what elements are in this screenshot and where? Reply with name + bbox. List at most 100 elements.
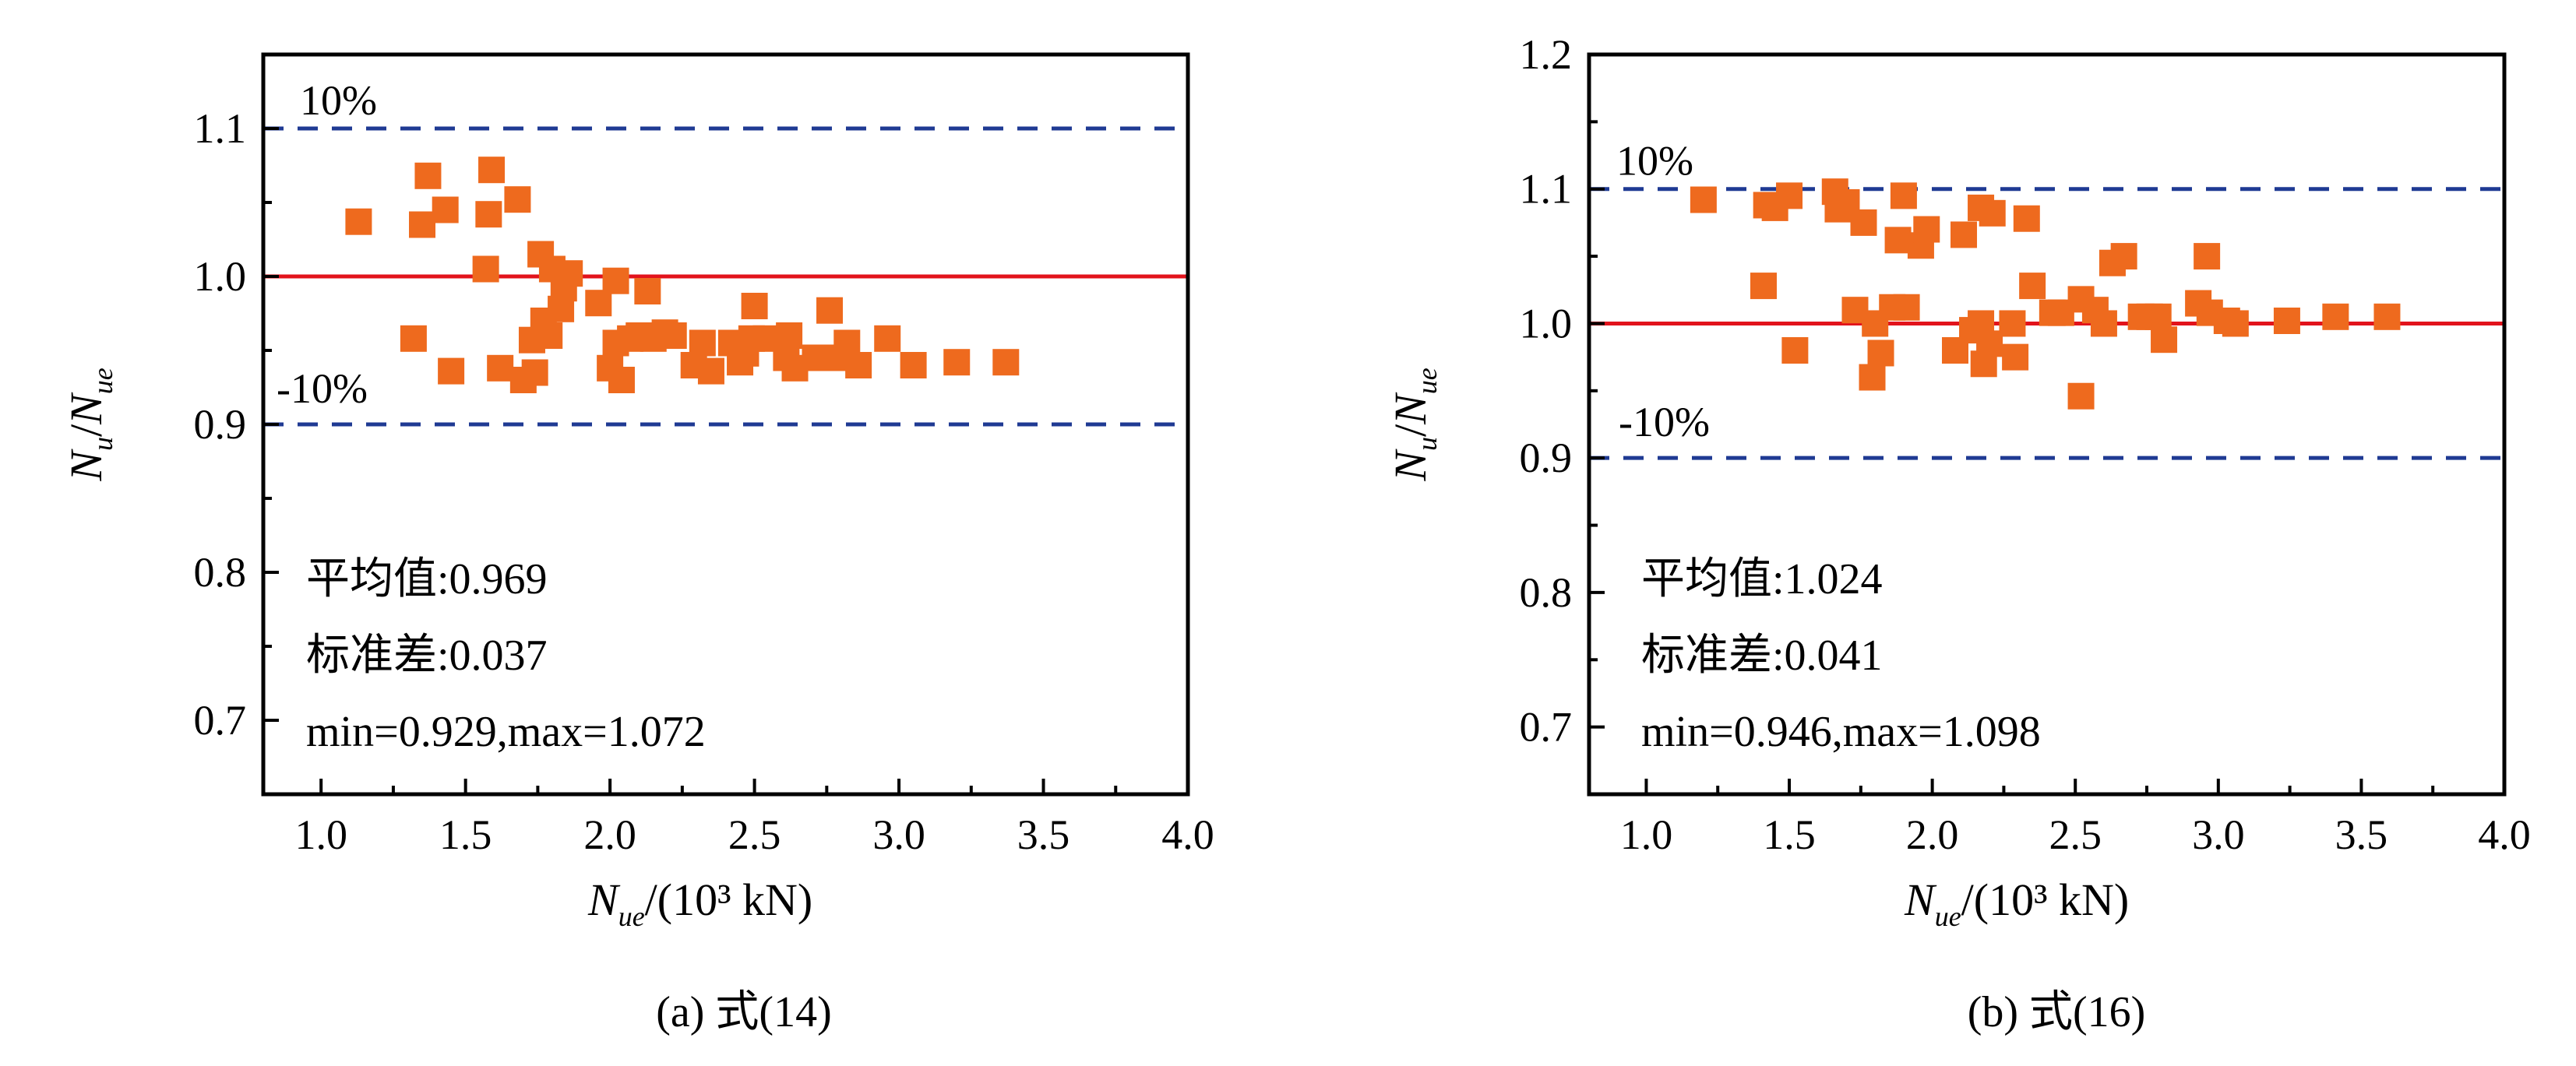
plot-marks [1589,178,2504,460]
stats-box: 平均值:1.024 标准差:0.041 min=0.946,max=1.098 [1641,555,2041,756]
data-point [1850,209,1877,236]
plot-marks [263,126,1188,427]
y-tick-label: 0.8 [1520,569,1573,616]
band-label-upper: 10% [300,77,377,124]
y-tick-label: 0.7 [1520,704,1573,751]
data-point [472,255,499,283]
chart-panel-b: 1.0 1.5 2.0 2.5 3.0 3.5 4.00.70.80.91.01.11.2 … [1385,31,2531,1036]
data-point [521,359,548,386]
data-point [1890,182,1917,209]
stats-box: 平均值:0.969 标准差:0.037 min=0.929,max=1.072 [306,555,706,756]
x-title-main: N [587,874,621,925]
data-point [438,357,465,385]
data-point [2194,243,2221,270]
stats-mean: 平均值:0.969 [306,555,548,603]
data-point [900,352,927,378]
y-title-sub1: u [87,437,118,451]
y-tick-label: 1.1 [194,105,247,152]
data-point [845,352,872,378]
stats-minmax: min=0.946,max=1.098 [1641,708,2041,756]
stats-std: 标准差:0.041 [1641,632,1883,680]
x-title-sub: ue [618,901,645,932]
data-point [2222,310,2249,337]
data-point [409,211,436,238]
x-tick-label: 1.0 [294,811,347,858]
data-point [2110,243,2137,270]
y-tick-label: 1.0 [194,253,247,300]
panel-caption: (b) 式(16) [1968,988,2146,1036]
y-tick-label: 0.7 [194,697,247,744]
y-tick-label: 1.0 [1520,300,1573,347]
data-point [634,278,661,304]
x-tick-label: 2.0 [583,811,636,858]
plot-frame [1587,52,2507,797]
data-point [1951,221,1978,248]
data-point [874,325,901,352]
x-tick-label: 4.0 [2478,811,2531,858]
data-point [2019,273,2046,300]
data-point [2002,343,2029,371]
data-point [1976,330,2003,357]
y-title-main1: N [61,449,111,482]
y-title-sub2: ue [1411,368,1443,394]
x-tick-label: 2.5 [2049,811,2102,858]
data-point [536,322,563,349]
data-point [833,329,861,357]
data-point [689,329,716,357]
y-title-slash: / [61,424,111,437]
data-point [1979,199,2006,227]
data-point [741,293,768,319]
y-tick-label: 0.9 [194,401,247,448]
y-title-main2: N [1385,392,1436,425]
panel-caption: (a) 式(14) [656,988,831,1036]
x-tick-label: 2.0 [1906,811,1959,858]
data-point [816,297,844,324]
y-tick-label: 1.1 [1520,166,1573,213]
stats-minmax: min=0.929,max=1.072 [306,708,706,756]
y-title-main2: N [61,392,111,425]
x-tick-label: 1.5 [439,811,492,858]
data-point [1893,294,1920,321]
data-point [660,322,687,349]
data-point [1690,186,1717,213]
x-title-suffix: /(10³ kN) [1961,874,2130,925]
x-tick-label: 3.0 [2192,811,2245,858]
data-point [1867,340,1894,367]
x-title-suffix: /(10³ kN) [645,874,813,925]
y-tick-label: 0.9 [1520,434,1573,481]
y-title-slash: / [1385,424,1436,437]
x-title-main: N [1904,874,1937,925]
data-point [697,357,724,385]
data-point [432,196,459,223]
band-label-upper: 10% [1616,138,1693,185]
data-point [2273,308,2300,334]
x-tick-label: 3.5 [1017,811,1070,858]
stats-std: 标准差:0.037 [306,632,548,680]
data-point [2013,205,2040,232]
stats-mean: 平均值:1.024 [1641,555,1883,603]
y-axis-title: Nu/Nue [1385,368,1443,482]
data-point [943,349,971,376]
data-point [1913,216,1940,243]
x-axis-title: Nue/(10³ kN) [1904,874,2129,932]
data-point [776,322,803,349]
data-point [1859,364,1886,391]
data-point [1884,227,1912,254]
axis-ticks: 1.0 1.5 2.0 2.5 3.0 3.5 4.0 0.7 0.8 0.9 1.0 1.1 1.2 [1520,31,2531,858]
data-point [504,186,531,213]
x-title-sub: ue [1935,901,1961,932]
y-title-sub2: ue [87,368,118,394]
y-title-sub1: u [1411,437,1443,451]
data-point [2067,382,2095,410]
x-tick-label: 3.0 [872,811,925,858]
data-point [556,260,583,287]
data-point [2322,303,2349,330]
data-point [2373,303,2401,330]
data-point [1776,182,1803,209]
data-point [1750,273,1777,300]
y-tick-label: 1.2 [1520,31,1573,78]
data-point [345,208,372,235]
data-point [2151,326,2178,354]
band-label-lower: -10% [277,365,368,412]
